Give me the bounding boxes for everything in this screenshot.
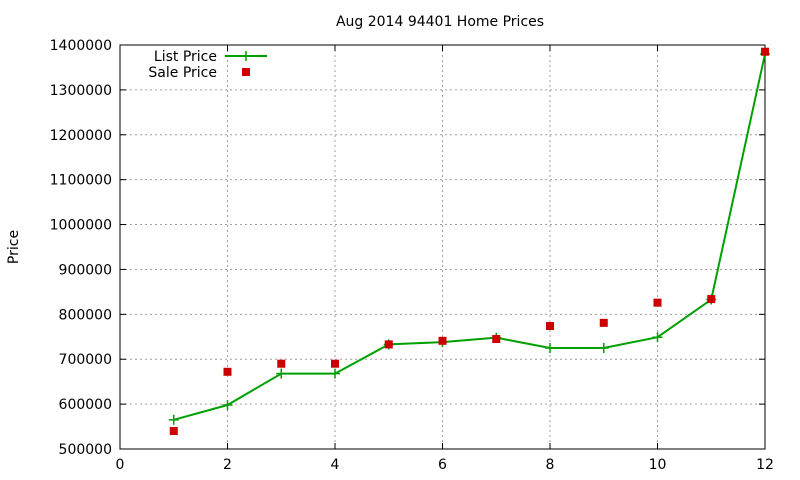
x-tick-label: 12 [756, 457, 774, 473]
sale-price-point [277, 359, 286, 368]
y-tick-label: 500000 [59, 442, 112, 458]
sale-price-point [707, 295, 716, 304]
y-tick-label: 700000 [59, 352, 112, 368]
y-tick-label: 1100000 [50, 173, 112, 189]
list-price-point [222, 400, 233, 411]
list-price-point [598, 343, 609, 353]
legend-swatch-square [242, 68, 250, 76]
sale-price-point [761, 47, 769, 56]
sale-price-point [599, 318, 608, 327]
y-tick-label: 1000000 [50, 218, 112, 234]
plot-border [119, 44, 766, 450]
sale-price-point [384, 340, 393, 349]
x-tick-label: 8 [546, 457, 555, 473]
y-tick-label: 800000 [59, 307, 112, 323]
y-tick-label: 1300000 [50, 83, 112, 99]
sale-price-point [331, 359, 339, 368]
y-tick-label: 900000 [59, 262, 112, 278]
y-tick-label: 1400000 [50, 38, 112, 54]
grid-lines [120, 45, 765, 449]
sale-price-point [223, 367, 232, 376]
x-tick-label: 10 [649, 457, 667, 473]
x-tick-label: 6 [438, 457, 447, 473]
legend-label: Sale Price [148, 65, 217, 81]
x-tick-label: 2 [223, 457, 232, 473]
x-tick-label: 4 [331, 457, 340, 473]
list-price-point [652, 332, 663, 343]
sale-price-point [546, 322, 554, 331]
y-tick-label: 600000 [59, 397, 112, 413]
sale-price-point [169, 427, 178, 436]
sale-price-point [653, 298, 662, 307]
y-tick-label: 1200000 [50, 128, 112, 144]
sale-price-point [492, 335, 501, 344]
list-price-point [330, 368, 340, 379]
x-tick-label: 0 [116, 457, 125, 473]
legend-label: List Price [154, 49, 217, 65]
list-price-point [545, 343, 555, 353]
chart-title: Aug 2014 94401 Home Prices [336, 14, 544, 30]
axes: 0 2 4 6 8 10 12 500000 600000 700000 800000 900000 1… [50, 38, 774, 473]
list-price-point [168, 414, 179, 425]
sale-price-point [438, 336, 447, 345]
y-axis-label: Price [6, 230, 22, 264]
list-price-line [173, 53, 766, 421]
list-price-point [276, 368, 287, 379]
data-series [168, 47, 770, 436]
